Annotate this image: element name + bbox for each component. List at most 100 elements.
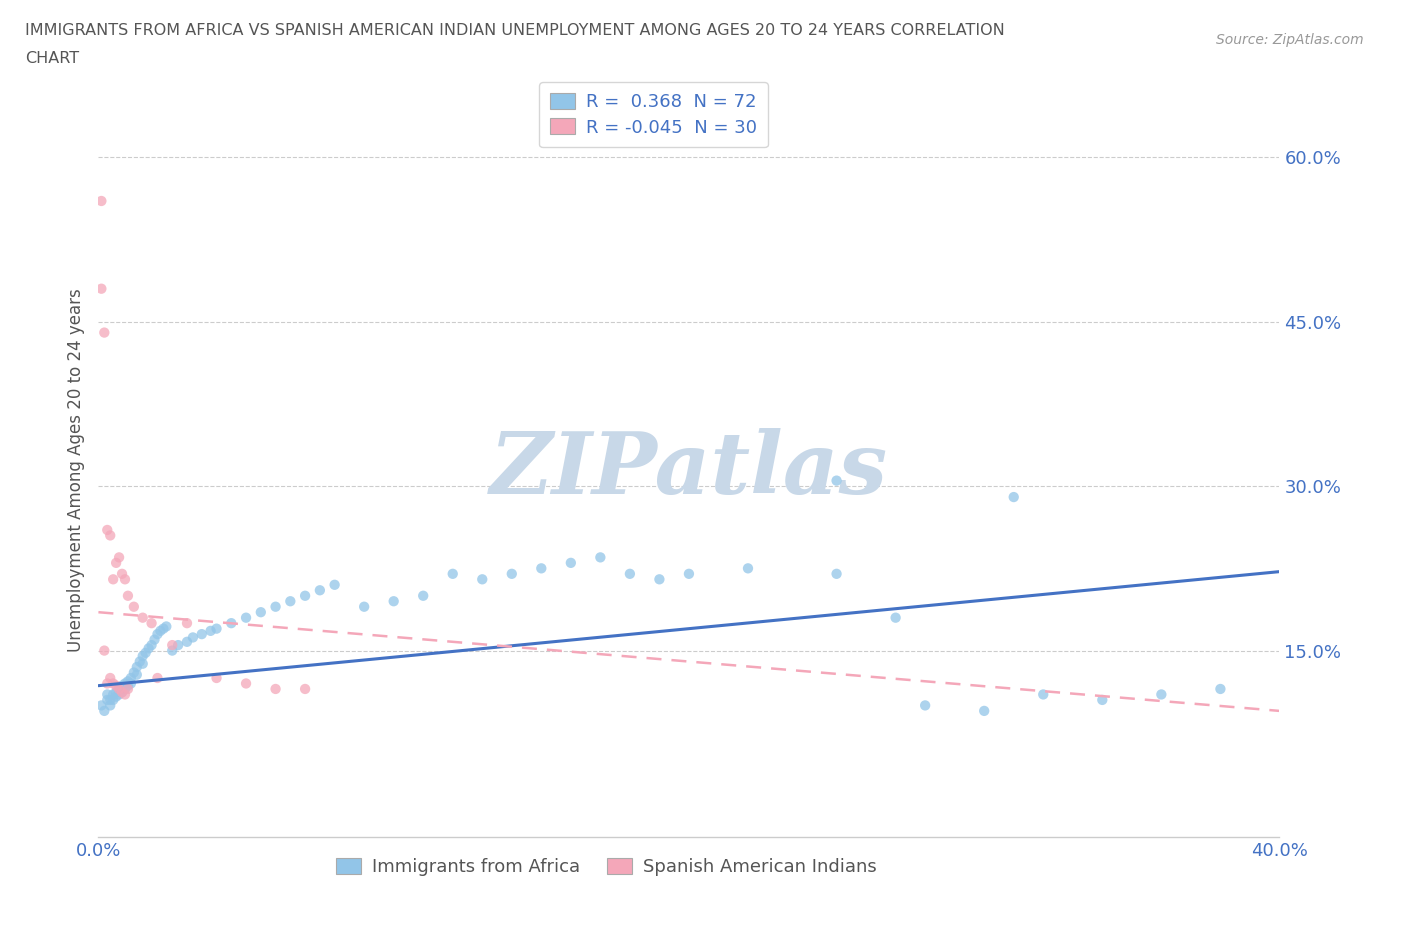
Point [235, 610, 257, 625]
Point [108, 682, 131, 697]
Legend: Immigrants from Africa, Spanish American Indians: Immigrants from Africa, Spanish American… [329, 850, 884, 883]
Point [294, 682, 316, 697]
Point [264, 682, 287, 697]
Point [441, 566, 464, 581]
Point [648, 572, 671, 587]
Point [120, 676, 142, 691]
Point [132, 657, 155, 671]
Point [1032, 687, 1054, 702]
Point [117, 674, 139, 689]
Point [122, 665, 145, 680]
Point [120, 671, 142, 685]
Point [560, 555, 582, 570]
Text: IMMIGRANTS FROM AFRICA VS SPANISH AMERICAN INDIAN UNEMPLOYMENT AMONG AGES 20 TO : IMMIGRANTS FROM AFRICA VS SPANISH AMERIC… [25, 23, 1005, 38]
Point [103, 676, 125, 691]
Point [111, 678, 134, 693]
Point [108, 687, 131, 702]
Point [141, 616, 163, 631]
Point [167, 638, 190, 653]
Point [191, 627, 214, 642]
Point [973, 703, 995, 718]
Point [205, 671, 228, 685]
Point [825, 566, 848, 581]
Point [90, 281, 112, 296]
Point [111, 566, 134, 581]
Point [103, 693, 125, 708]
Point [98, 528, 121, 543]
Point [105, 689, 128, 704]
Y-axis label: Unemployment Among Ages 20 to 24 years: Unemployment Among Ages 20 to 24 years [66, 287, 84, 652]
Point [221, 616, 243, 631]
Point [117, 678, 139, 693]
Point [181, 630, 204, 644]
Point [155, 619, 177, 634]
Point [138, 641, 160, 656]
Point [382, 593, 405, 608]
Point [205, 621, 228, 636]
Point [96, 687, 118, 702]
Point [143, 632, 166, 647]
Point [114, 682, 136, 697]
Point [93, 326, 115, 340]
Point [114, 676, 136, 691]
Point [162, 644, 183, 658]
Point [90, 193, 112, 208]
Point [1002, 489, 1025, 504]
Point [530, 561, 553, 576]
Point [111, 684, 134, 699]
Point [128, 654, 150, 669]
Point [114, 572, 136, 587]
Point [162, 638, 183, 653]
Point [280, 593, 302, 608]
Point [471, 572, 494, 587]
Point [825, 473, 848, 488]
Point [132, 610, 155, 625]
Point [884, 610, 907, 625]
Point [117, 589, 139, 604]
Point [149, 623, 172, 638]
Point [1091, 693, 1114, 708]
Point [176, 634, 198, 649]
Point [135, 645, 157, 660]
Point [737, 561, 759, 576]
Point [146, 671, 169, 685]
Point [412, 589, 434, 604]
Point [96, 676, 118, 691]
Point [96, 693, 118, 708]
Point [132, 648, 155, 663]
Point [98, 693, 121, 708]
Point [114, 687, 136, 702]
Point [353, 599, 375, 614]
Point [1150, 687, 1173, 702]
Point [117, 682, 139, 697]
Point [200, 623, 222, 638]
Text: Source: ZipAtlas.com: Source: ZipAtlas.com [1216, 33, 1364, 46]
Point [264, 599, 287, 614]
Point [146, 627, 169, 642]
Point [235, 676, 257, 691]
Point [93, 644, 115, 658]
Point [914, 698, 936, 713]
Point [176, 616, 198, 631]
Point [105, 678, 128, 693]
Point [90, 698, 112, 713]
Point [105, 684, 128, 699]
Point [1209, 682, 1232, 697]
Text: CHART: CHART [25, 51, 79, 66]
Point [125, 659, 148, 674]
Point [250, 604, 273, 619]
Point [589, 550, 612, 565]
Point [103, 572, 125, 587]
Point [122, 599, 145, 614]
Point [678, 566, 700, 581]
Point [152, 621, 174, 636]
Point [141, 638, 163, 653]
Point [111, 684, 134, 699]
Text: ZIPatlas: ZIPatlas [489, 428, 889, 512]
Point [103, 687, 125, 702]
Point [294, 589, 316, 604]
Point [93, 703, 115, 718]
Point [105, 555, 128, 570]
Point [96, 523, 118, 538]
Point [98, 698, 121, 713]
